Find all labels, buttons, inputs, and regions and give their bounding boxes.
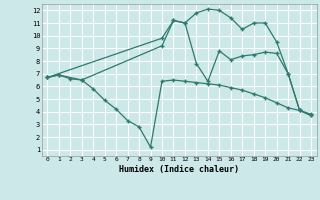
X-axis label: Humidex (Indice chaleur): Humidex (Indice chaleur) (119, 165, 239, 174)
